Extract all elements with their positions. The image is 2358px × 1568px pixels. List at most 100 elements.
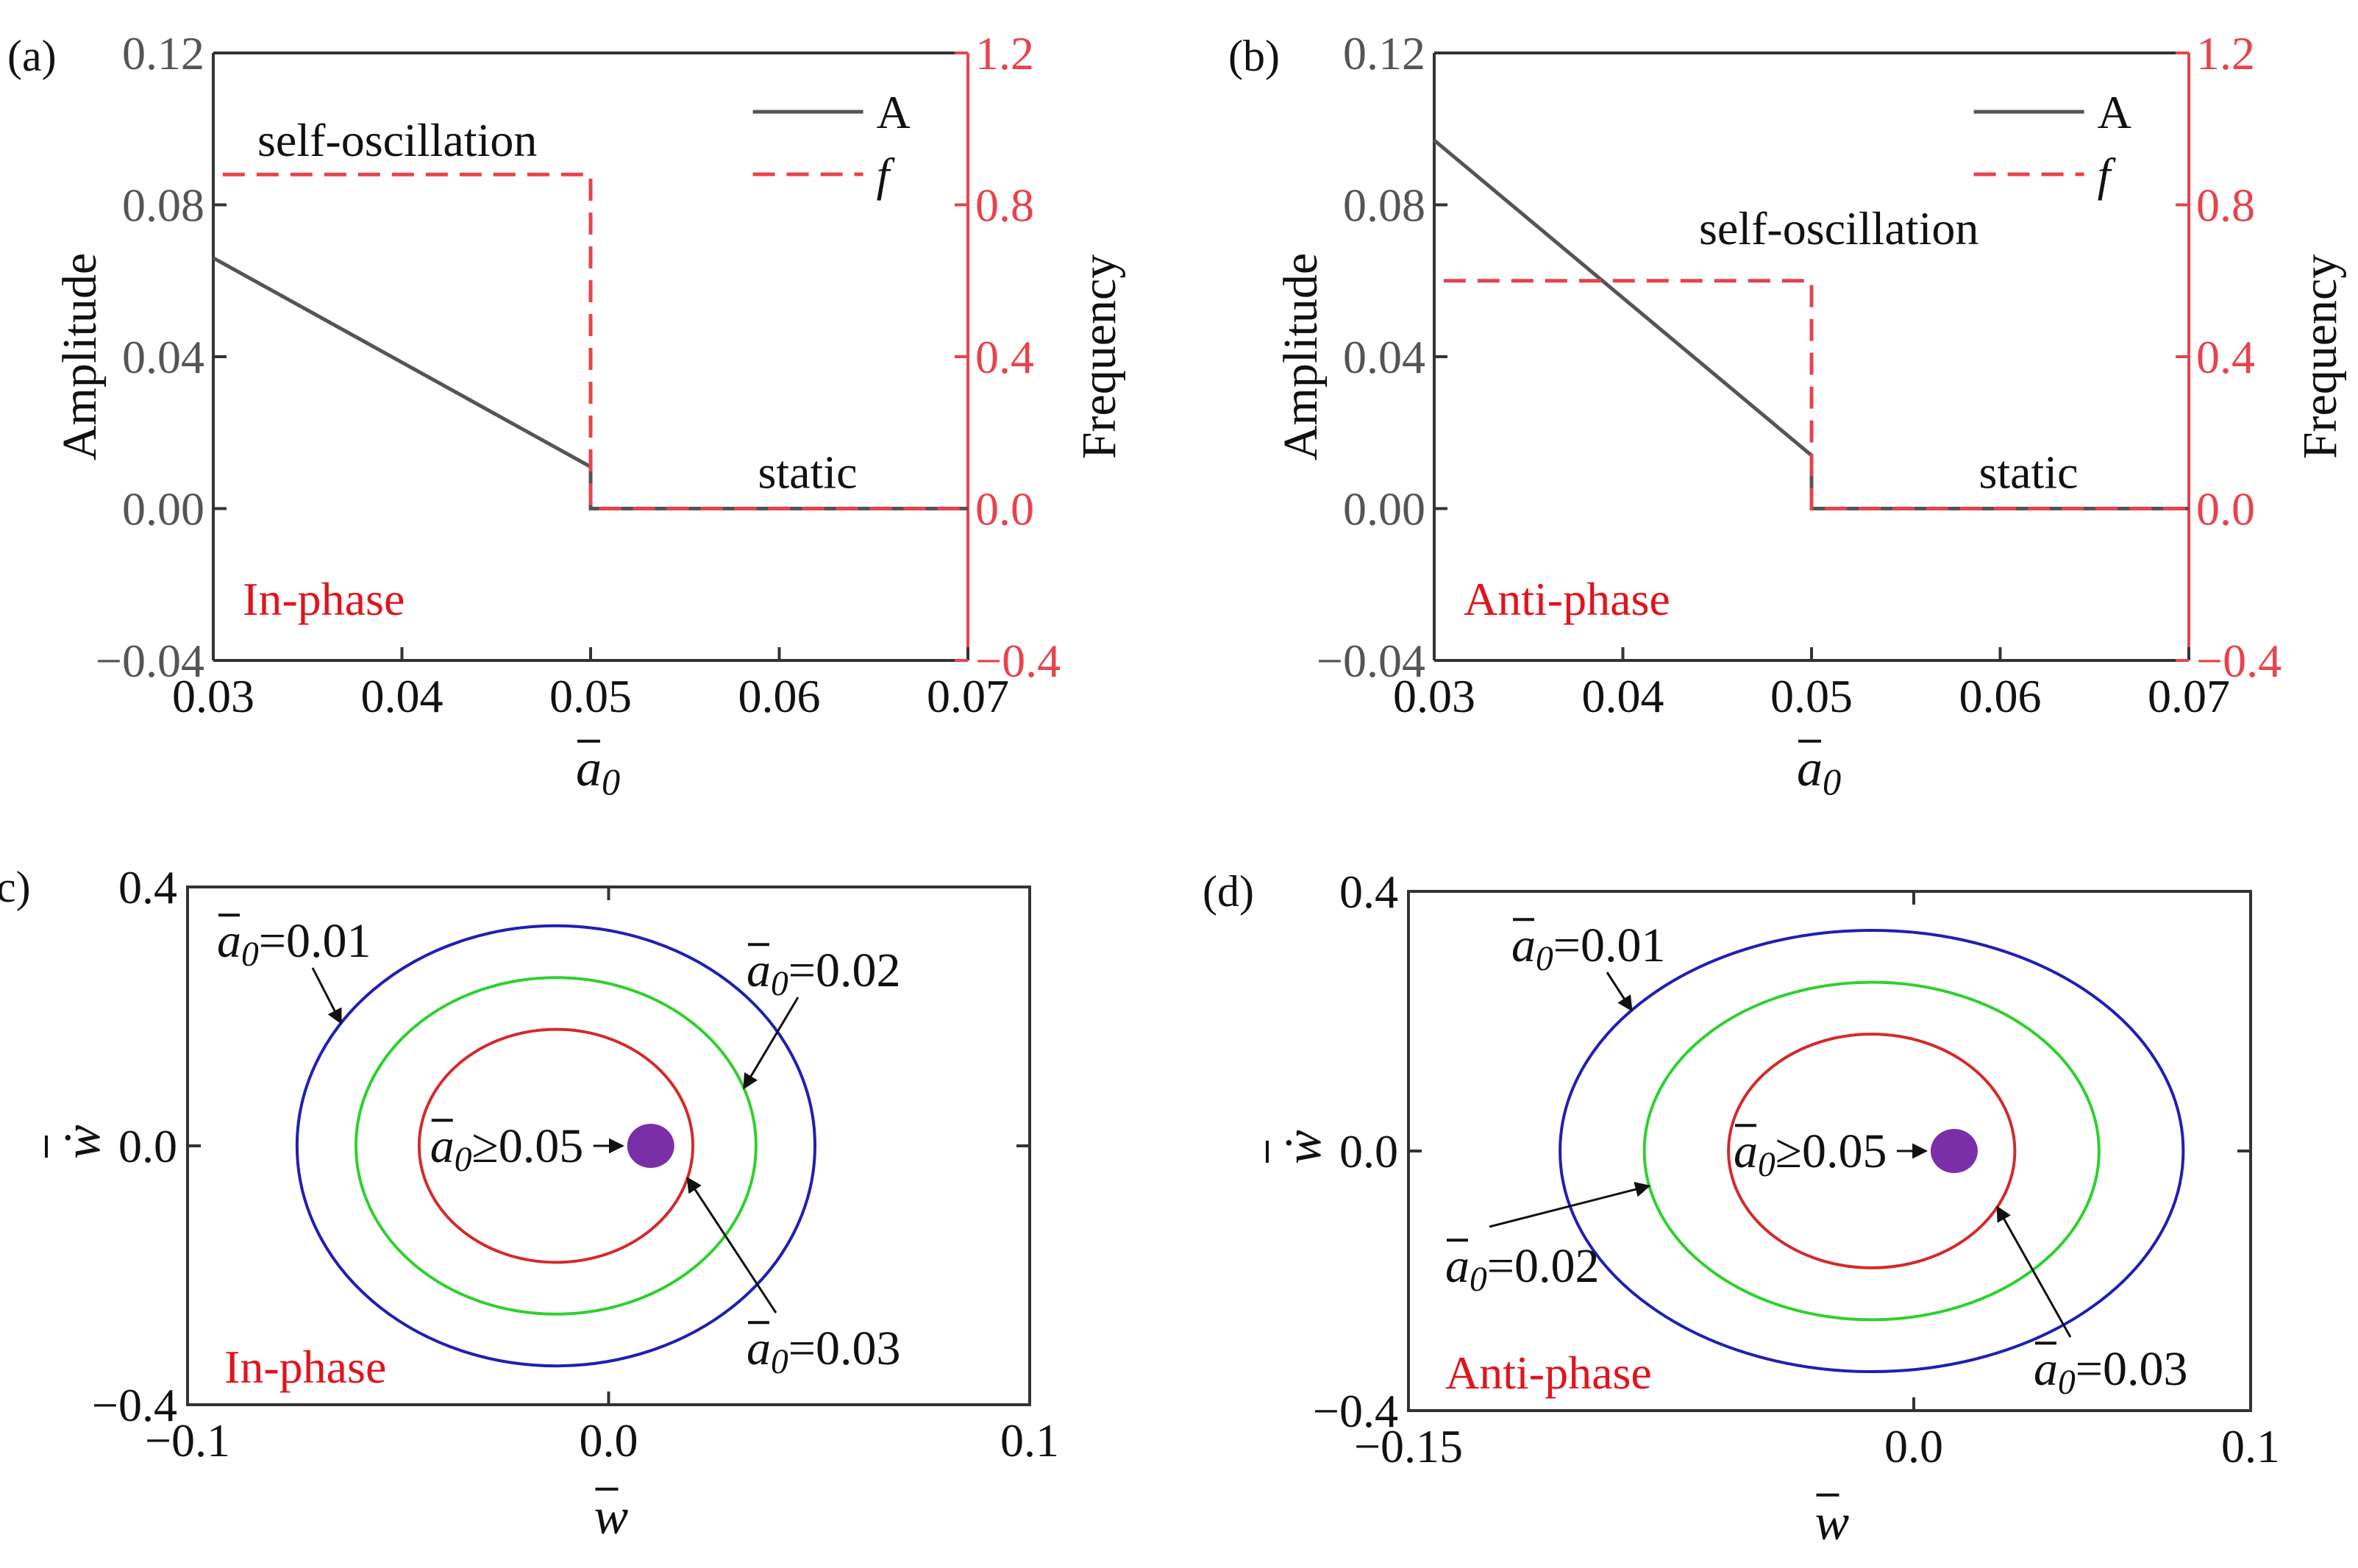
orbit-label-002-value: =0.02 xyxy=(1487,1239,1600,1293)
panel-c: −0.1 0.0 0.10.40.0−0.4wẇa0=0.01a0=0.02a0=0… xyxy=(0,861,1059,1545)
orbit-label-001-subscript: 0 xyxy=(241,936,259,974)
y-tick-label: 0.0 xyxy=(118,1120,177,1172)
x-tick-label: 0.0 xyxy=(580,1414,638,1467)
orbit-arrow-003 xyxy=(686,1177,777,1314)
x-tick-label: 0.07 xyxy=(927,670,1009,722)
orbit-label-001-value: =0.01 xyxy=(259,914,371,968)
fixed-point-label: a0≥0.05 xyxy=(1734,1124,1887,1184)
orbit-label-002: a0=0.02 xyxy=(747,943,901,1003)
x-axis-label-subscript: 0 xyxy=(602,762,620,803)
y-tick-label: −0.4 xyxy=(1313,1385,1398,1437)
y-right-tick-label: 0.8 xyxy=(2196,179,2255,232)
fixed-point-label-symbol: a xyxy=(430,1119,455,1173)
orbit-label-002-symbol: a xyxy=(1445,1239,1470,1293)
y-left-tick-label: 0.08 xyxy=(1343,179,1425,232)
y-left-tick-label: 0.00 xyxy=(122,483,204,535)
limit-cycle-002 xyxy=(1642,980,2101,1322)
orbit-label-001-text: a0=0.01 xyxy=(217,914,371,974)
x-tick-label: 0.05 xyxy=(1770,670,1853,722)
y-left-tick-label: −0.04 xyxy=(1317,635,1425,687)
x-axis-label-text: w xyxy=(1815,1494,1850,1551)
legend-amplitude-label: A xyxy=(2098,86,2131,138)
orbit-arrow-002 xyxy=(743,997,799,1090)
limit-cycle-001 xyxy=(295,924,817,1368)
orbit-label-002-subscript: 0 xyxy=(771,965,788,1003)
orbit-label-003-subscript: 0 xyxy=(771,1343,788,1381)
orbit-label-002: a0=0.02 xyxy=(1445,1239,1600,1299)
self-oscillation-annotation: self-oscillation xyxy=(257,114,537,166)
panel-label: (a) xyxy=(7,32,57,80)
x-tick-label: 0.03 xyxy=(1393,670,1475,722)
orbit-label-003-value: =0.03 xyxy=(2076,1342,2188,1396)
fixed-point-marker xyxy=(1930,1129,1978,1173)
fixed-point-label-text: a0≥0.05 xyxy=(430,1119,584,1179)
fixed-point-label-value: ≥0.05 xyxy=(472,1119,584,1173)
x-axis-label-subscript: 0 xyxy=(1823,762,1841,803)
y-right-tick-label: 1.2 xyxy=(2196,27,2255,79)
legend-frequency-label: f xyxy=(877,149,896,201)
x-axis-label-symbol: w xyxy=(594,1489,629,1545)
panel-d: −0.15 0.0 0.10.40.0−0.4wẇa0=0.01a0=0.02a0=… xyxy=(1203,866,2280,1551)
x-axis-label-symbol: a xyxy=(576,741,602,797)
x-tick-label: 0.04 xyxy=(1582,670,1664,722)
x-tick-label: 0.1 xyxy=(2221,1420,2280,1472)
x-tick-label: 0.0 xyxy=(1884,1420,1943,1472)
y-right-tick-label: 0.4 xyxy=(975,331,1034,383)
orbit-arrow-001 xyxy=(311,967,343,1025)
y-tick-label: 0.4 xyxy=(118,861,177,913)
fixed-point-marker xyxy=(627,1124,674,1168)
orbit-label-002-text: a0=0.02 xyxy=(747,944,901,1003)
phase-label: Anti-phase xyxy=(1445,1347,1652,1399)
orbit-label-001-value: =0.01 xyxy=(1553,919,1666,972)
legend-frequency-label: f xyxy=(2098,149,2117,201)
y-right-tick-label: 0.4 xyxy=(2196,331,2255,383)
x-axis-label-symbol: a xyxy=(1797,741,1823,797)
orbit-arrow-003 xyxy=(1996,1205,2072,1338)
fixed-point-label-subscript: 0 xyxy=(455,1141,472,1179)
x-tick-label: 0.1 xyxy=(1000,1414,1059,1467)
orbit-label-003: a0=0.03 xyxy=(2034,1341,2188,1402)
fixed-point-label-value: ≥0.05 xyxy=(1775,1125,1887,1178)
x-tick-label: −0.15 xyxy=(1354,1420,1463,1472)
y-right-tick-label: 1.2 xyxy=(975,27,1034,79)
y-left-tick-label: 0.00 xyxy=(1343,483,1425,535)
y-right-axis-label: Frequency xyxy=(1072,254,1126,460)
orbit-label-002-symbol: a xyxy=(747,944,771,997)
frequency-line xyxy=(222,172,968,510)
orbit-label-003: a0=0.03 xyxy=(747,1321,901,1381)
x-tick-label: 0.06 xyxy=(1959,670,2042,722)
x-tick-label: 0.07 xyxy=(2148,670,2230,722)
orbit-arrow-002 xyxy=(1489,1181,1651,1228)
fixed-point-label-symbol: a xyxy=(1734,1125,1758,1178)
y-right-tick-label: 0.0 xyxy=(2196,483,2255,535)
limit-cycle-003 xyxy=(417,1027,694,1264)
y-tick-label: −0.4 xyxy=(92,1379,177,1431)
orbit-label-003-subscript: 0 xyxy=(2058,1364,2076,1402)
y-right-tick-label: −0.4 xyxy=(975,635,1061,687)
x-tick-label: 0.06 xyxy=(738,670,821,722)
x-axis-label-text: w xyxy=(594,1489,629,1545)
limit-cycle-001 xyxy=(1559,928,2185,1374)
y-left-tick-label: 0.04 xyxy=(1343,331,1425,383)
static-annotation: static xyxy=(1978,446,2078,499)
frequency-line xyxy=(1443,279,2189,510)
y-axis-label: ẇ xyxy=(1266,1130,1332,1164)
x-axis-label-text: a0 xyxy=(1797,741,1841,803)
x-tick-label: 0.03 xyxy=(172,670,254,722)
y-axis-label-symbol: ẇ xyxy=(1275,1130,1332,1164)
x-axis-label: w xyxy=(1815,1493,1850,1551)
y-axis-label-symbol: ẇ xyxy=(54,1125,111,1159)
y-left-tick-label: 0.12 xyxy=(1343,27,1425,79)
x-axis-label-symbol: w xyxy=(1815,1494,1850,1551)
y-right-tick-label: −0.4 xyxy=(2196,635,2282,687)
panel-label: (c) xyxy=(0,863,31,911)
y-left-tick-label: 0.12 xyxy=(122,27,204,79)
y-left-tick-label: −0.04 xyxy=(96,635,204,687)
phase-label: In-phase xyxy=(224,1341,386,1393)
y-right-axis-label: Frequency xyxy=(2293,254,2347,460)
panel-label: (d) xyxy=(1203,867,1254,916)
orbit-label-003-text: a0=0.03 xyxy=(747,1322,901,1381)
phase-label: In-phase xyxy=(243,573,405,625)
static-annotation: static xyxy=(758,446,857,499)
